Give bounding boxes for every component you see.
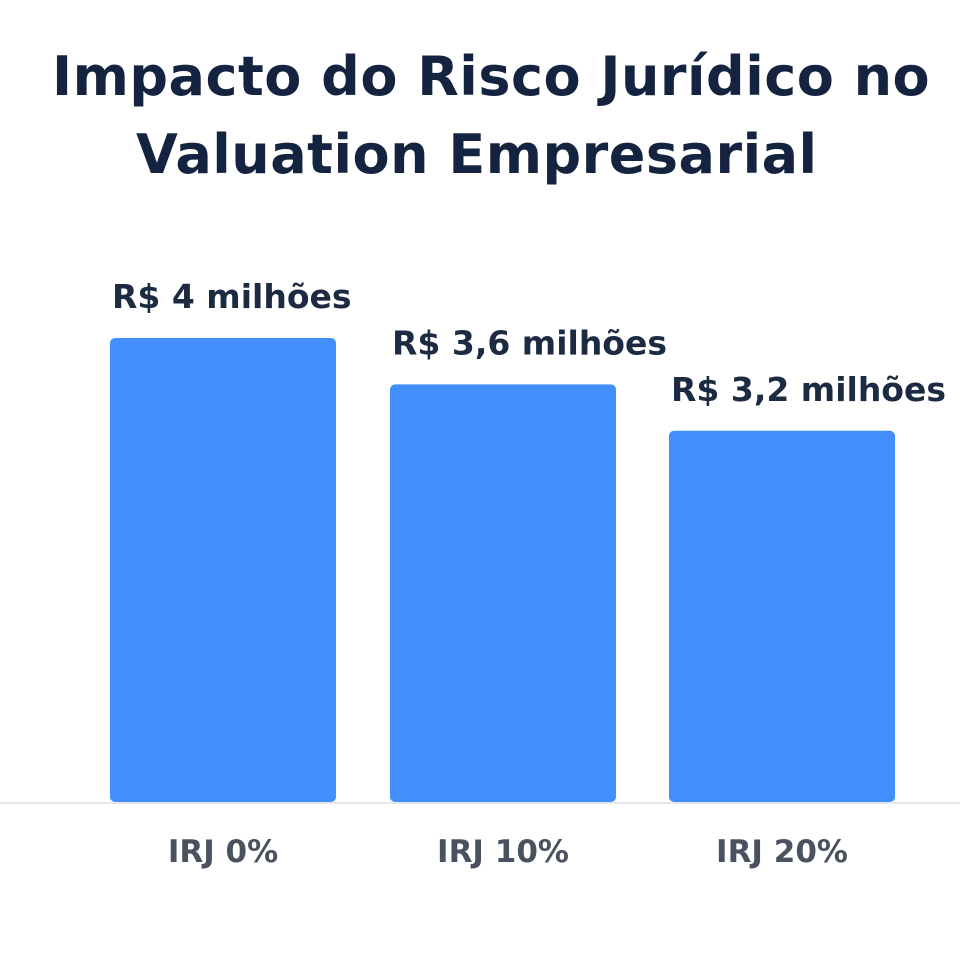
category-label-1: IRJ 0% (168, 834, 278, 870)
bars-group (110, 338, 895, 802)
category-label-2: IRJ 10% (437, 834, 569, 870)
category-labels-group: IRJ 0% IRJ 10% IRJ 20% (168, 834, 848, 870)
bar-3 (669, 430, 895, 802)
chart-title: Impacto do Risco Jurídico no Valuation E… (0, 38, 960, 194)
chart-title-line-1: Impacto do Risco Jurídico no (52, 45, 931, 108)
chart-title-line-2: Valuation Empresarial (136, 123, 818, 186)
value-label-1: R$ 4 milhões (112, 277, 352, 316)
bar-2 (390, 384, 616, 802)
value-label-3: R$ 3,2 milhões (671, 370, 946, 409)
value-label-2: R$ 3,6 milhões (392, 323, 667, 362)
category-label-3: IRJ 20% (716, 834, 848, 870)
bar-1 (110, 338, 336, 802)
